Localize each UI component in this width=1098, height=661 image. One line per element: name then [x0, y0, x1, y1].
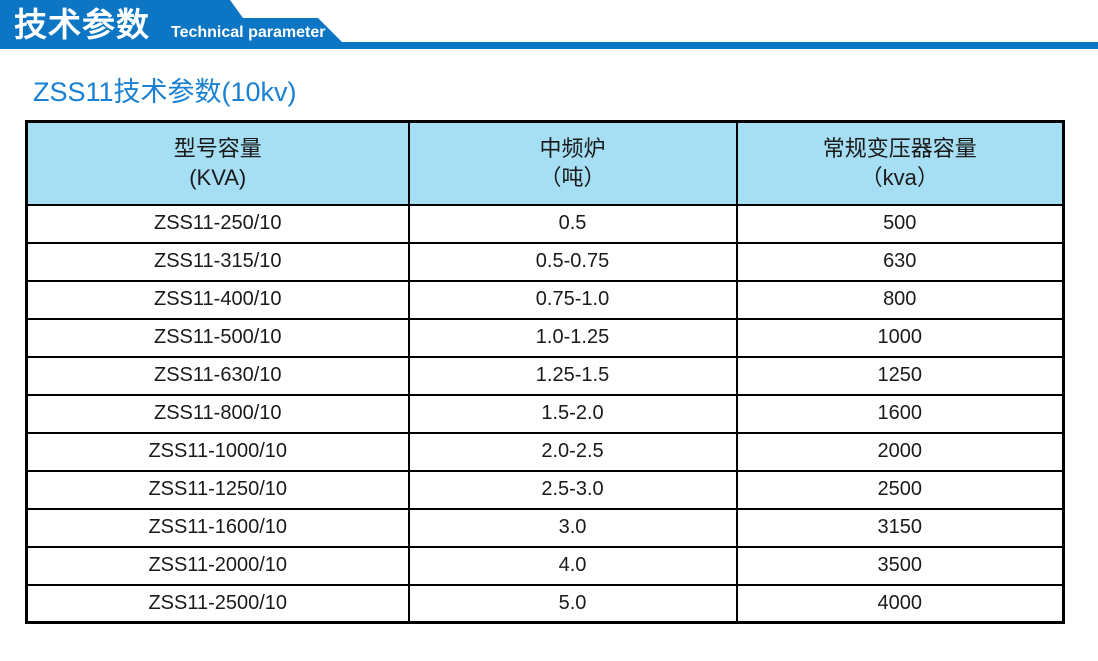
header-furnace-line2: （吨） [539, 165, 606, 191]
banner-title-en: Technical parameter [171, 24, 326, 41]
spec-table: 型号容量 (KVA) 中频炉 （吨） 常规变压器容量 （kva） ZSS11-2… [25, 120, 1065, 624]
cell-furnace: 1.25-1.5 [407, 355, 738, 396]
cell-model: ZSS11-250/10 [25, 203, 410, 244]
cell-furnace: 5.0 [407, 583, 738, 624]
cell-furnace: 3.0 [407, 507, 738, 548]
cell-furnace: 2.5-3.0 [407, 469, 738, 510]
cell-model: ZSS11-2500/10 [25, 583, 410, 624]
header-furnace-line1: 中频炉 [539, 136, 606, 162]
section-banner: 技术参数 Technical parameter [0, 0, 1098, 49]
cell-capacity: 3150 [735, 507, 1065, 548]
cell-capacity: 800 [735, 279, 1065, 320]
table-row: ZSS11-400/10 0.75-1.0 800 [25, 279, 1065, 320]
cell-model: ZSS11-630/10 [25, 355, 410, 396]
table-header-row: 型号容量 (KVA) 中频炉 （吨） 常规变压器容量 （kva） [25, 120, 1065, 206]
cell-furnace: 4.0 [407, 545, 738, 586]
cell-capacity: 500 [735, 203, 1065, 244]
cell-capacity: 1000 [735, 317, 1065, 358]
header-model-line1: 型号容量 [173, 136, 262, 162]
header-capacity-line1: 常规变压器容量 [822, 136, 977, 162]
cell-capacity: 2000 [735, 431, 1065, 472]
banner-title-cn: 技术参数 [14, 6, 150, 43]
table-row: ZSS11-500/10 1.0-1.25 1000 [25, 317, 1065, 358]
table-row: ZSS11-630/10 1.25-1.5 1250 [25, 355, 1065, 396]
cell-model: ZSS11-315/10 [25, 241, 410, 282]
cell-capacity: 630 [735, 241, 1065, 282]
cell-capacity: 4000 [735, 583, 1065, 624]
cell-model: ZSS11-500/10 [25, 317, 410, 358]
page-subtitle: ZSS11技术参数(10kv) [33, 77, 297, 107]
header-cell-model: 型号容量 (KVA) [25, 120, 410, 206]
cell-furnace: 1.5-2.0 [407, 393, 738, 434]
cell-model: ZSS11-2000/10 [25, 545, 410, 586]
cell-capacity: 1600 [735, 393, 1065, 434]
header-cell-furnace: 中频炉 （吨） [407, 120, 738, 206]
cell-furnace: 0.75-1.0 [407, 279, 738, 320]
cell-furnace: 1.0-1.25 [407, 317, 738, 358]
cell-furnace: 0.5 [407, 203, 738, 244]
table-row: ZSS11-250/10 0.5 500 [25, 203, 1065, 244]
table-row: ZSS11-315/10 0.5-0.75 630 [25, 241, 1065, 282]
table-row: ZSS11-1000/10 2.0-2.5 2000 [25, 431, 1065, 472]
header-model-line2: (KVA) [189, 165, 247, 191]
cell-capacity: 1250 [735, 355, 1065, 396]
cell-furnace: 2.0-2.5 [407, 431, 738, 472]
cell-furnace: 0.5-0.75 [407, 241, 738, 282]
table-row: ZSS11-2000/10 4.0 3500 [25, 545, 1065, 586]
cell-model: ZSS11-1600/10 [25, 507, 410, 548]
header-capacity-line2: （kva） [860, 165, 939, 191]
cell-model: ZSS11-800/10 [25, 393, 410, 434]
cell-model: ZSS11-1000/10 [25, 431, 410, 472]
header-cell-capacity: 常规变压器容量 （kva） [735, 120, 1065, 206]
table-row: ZSS11-800/10 1.5-2.0 1600 [25, 393, 1065, 434]
cell-model: ZSS11-1250/10 [25, 469, 410, 510]
table-row: ZSS11-2500/10 5.0 4000 [25, 583, 1065, 624]
table-row: ZSS11-1250/10 2.5-3.0 2500 [25, 469, 1065, 510]
cell-model: ZSS11-400/10 [25, 279, 410, 320]
cell-capacity: 2500 [735, 469, 1065, 510]
cell-capacity: 3500 [735, 545, 1065, 586]
table-row: ZSS11-1600/10 3.0 3150 [25, 507, 1065, 548]
